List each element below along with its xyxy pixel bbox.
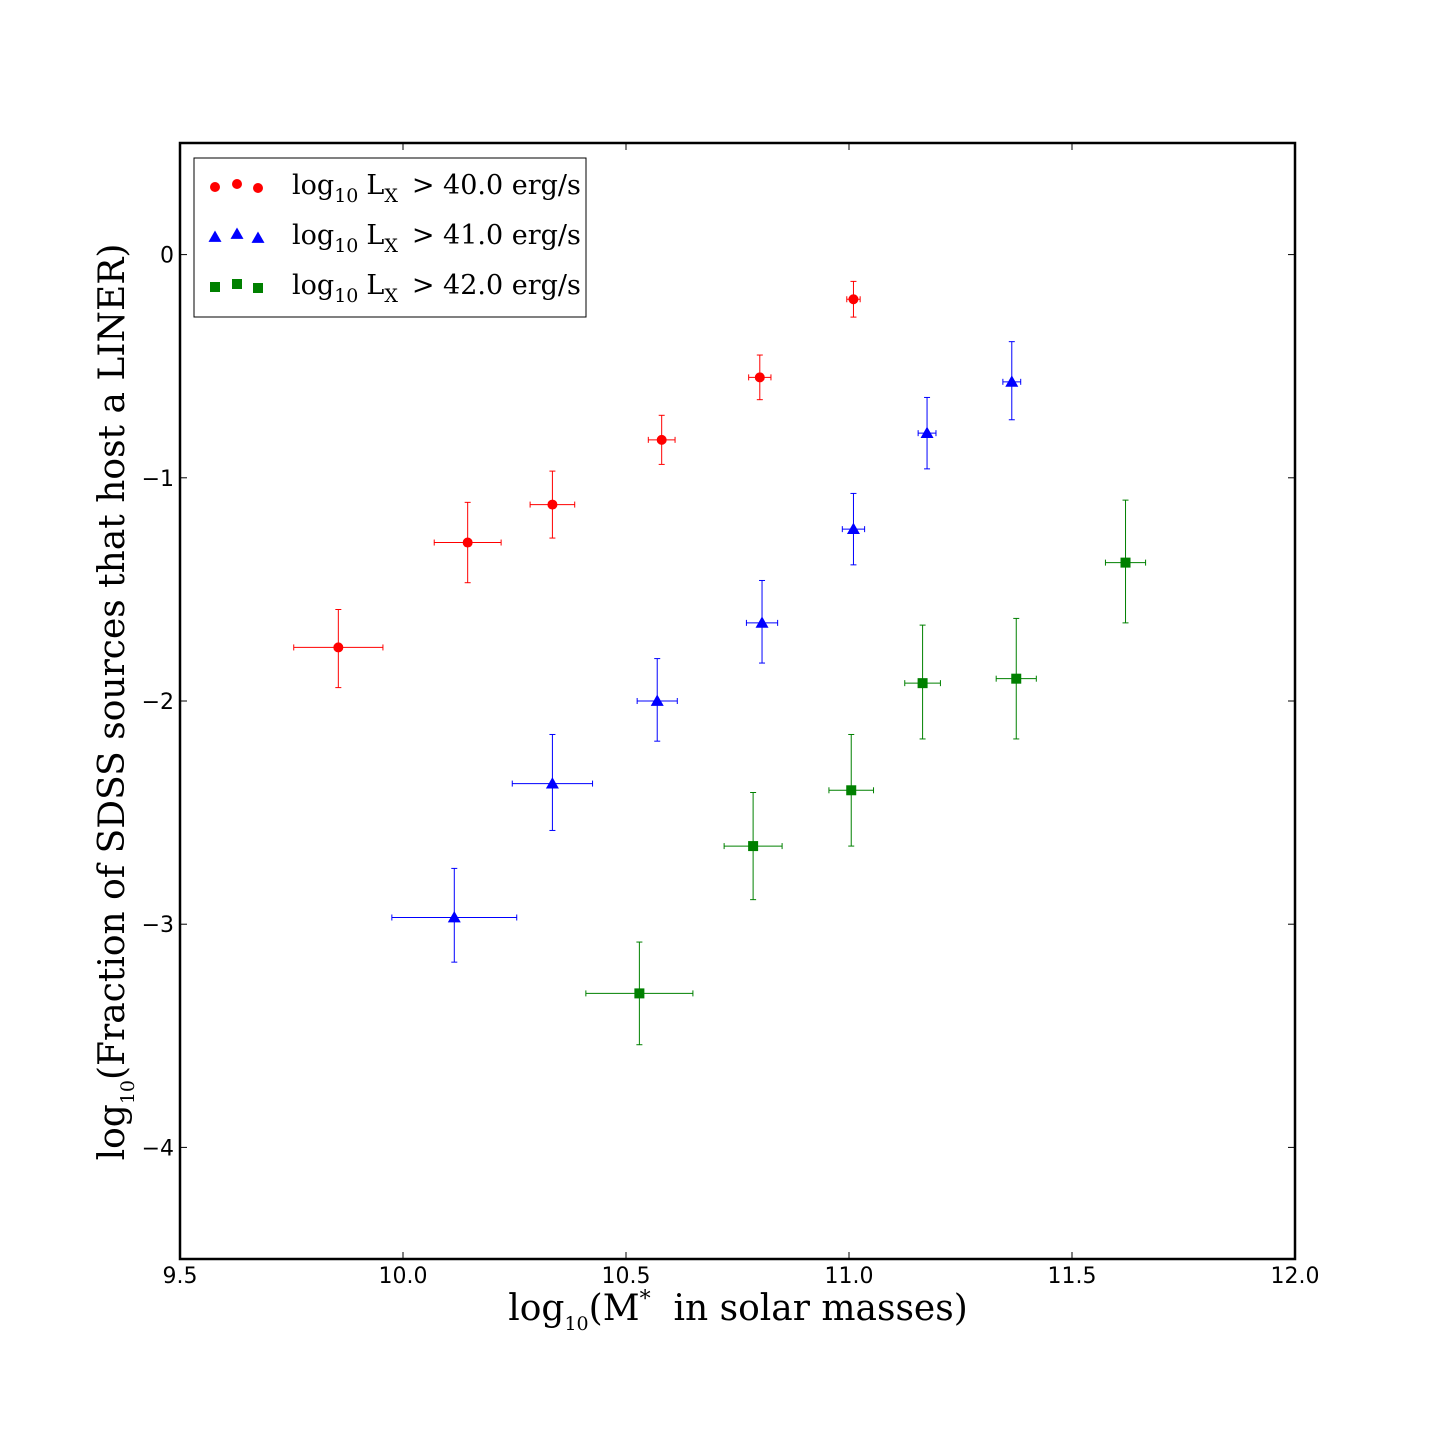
legend-marker-series-2 (251, 231, 265, 243)
data-point (755, 616, 769, 628)
legend-marker-series-1 (253, 183, 263, 193)
data-point (754, 372, 765, 383)
data-point (846, 522, 860, 535)
y-tick-label: −1 (142, 467, 174, 492)
x-tick-label: 11.0 (825, 1264, 874, 1289)
legend-label-series-1: log10 LX > 40.0 erg/s (292, 170, 581, 207)
x-tick-label: 10.5 (602, 1264, 651, 1289)
legend-markers (208, 179, 265, 293)
data-point (917, 678, 928, 689)
y-tick-label: −2 (142, 690, 174, 715)
data-point (848, 294, 859, 305)
legend: log10 LX > 40.0 erg/s log10 LX > 41.0 erg/s … (193, 157, 587, 318)
legend-marker-series-1 (232, 179, 242, 189)
series-2 (391, 341, 1022, 963)
y-tick-label: −3 (142, 913, 174, 938)
data-point (1005, 375, 1019, 387)
legend-label-series-3: log10 LX > 42.0 erg/s (292, 270, 581, 307)
y-axis-label: log10(Fraction of SDSS sources that host… (92, 244, 139, 1161)
data-point (748, 841, 759, 852)
series-1 (293, 280, 861, 689)
legend-marker-series-2 (230, 227, 244, 239)
data-point (656, 434, 667, 445)
x-tick-label: 9.5 (163, 1264, 198, 1289)
legend-marker-series-1 (210, 182, 220, 192)
x-tick-label: 12.0 (1271, 1264, 1320, 1289)
x-tick-label: 11.5 (1048, 1264, 1097, 1289)
data-point (1011, 673, 1022, 684)
series-layer (293, 280, 1147, 1046)
data-point (650, 694, 664, 706)
ticks-layer: 9.5 10.0 10.5 11.0 11.5 12.0 0 −1 −2 −3 −4 (142, 143, 1320, 1289)
data-point (545, 777, 559, 789)
data-point (333, 642, 344, 653)
data-point (462, 537, 473, 548)
legend-marker-series-3 (232, 279, 242, 289)
y-tick-label: 0 (160, 244, 174, 269)
data-point (846, 785, 857, 796)
x-tick-label: 10.0 (379, 1264, 428, 1289)
data-point (547, 499, 558, 510)
legend-label-series-2: log10 LX > 41.0 erg/s (292, 220, 581, 257)
y-tick-label: −4 (142, 1136, 174, 1161)
data-point (447, 911, 461, 923)
legend-marker-series-3 (210, 282, 220, 292)
data-point (634, 988, 645, 999)
data-point (1120, 557, 1131, 568)
series-3 (585, 499, 1147, 1046)
data-point (920, 426, 934, 439)
legend-marker-series-2 (208, 230, 222, 242)
legend-marker-series-3 (253, 283, 263, 293)
x-axis-label: log10(M* in solar masses) (508, 1287, 968, 1335)
